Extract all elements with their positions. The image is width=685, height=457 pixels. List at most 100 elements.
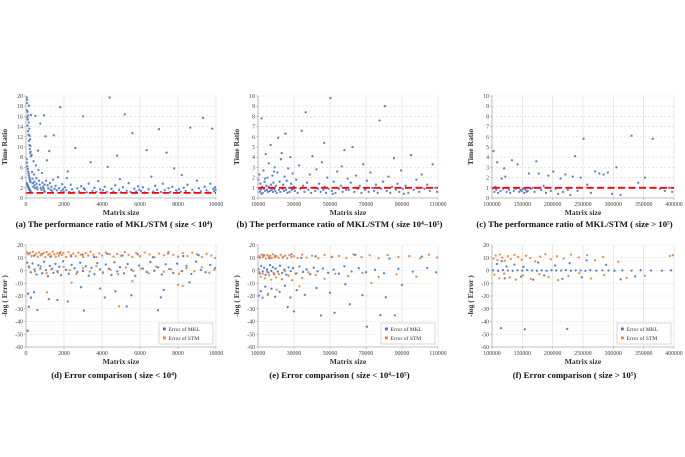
data-point: [401, 187, 405, 190]
data-point: [314, 273, 317, 277]
data-point: [32, 291, 36, 294]
data-point: [147, 188, 150, 191]
x-tick-label: 110000: [429, 351, 446, 357]
data-point: [630, 269, 633, 272]
y-tick-label: -10: [247, 281, 255, 287]
data-point: [496, 191, 500, 195]
data-point: [532, 278, 535, 281]
data-point: [37, 264, 40, 267]
data-point: [520, 258, 523, 261]
data-point: [59, 274, 63, 277]
data-point: [27, 121, 30, 124]
data-point: [284, 188, 288, 191]
data-point: [39, 186, 42, 189]
legend-label: Error of STM: [627, 335, 658, 342]
data-point: [167, 250, 170, 254]
y-tick-label: 3: [486, 165, 489, 171]
data-point: [300, 253, 304, 256]
data-point: [394, 188, 397, 191]
data-point: [272, 170, 276, 173]
data-point: [195, 253, 199, 256]
data-point: [330, 255, 333, 258]
data-point: [579, 269, 582, 272]
data-point: [277, 188, 281, 191]
data-point: [270, 287, 273, 290]
data-point: [415, 178, 418, 181]
data-point: [415, 275, 418, 278]
data-point: [185, 267, 188, 270]
data-point: [259, 256, 262, 260]
data-point: [36, 149, 40, 152]
data-point: [100, 254, 104, 257]
data-point: [314, 189, 317, 193]
data-point: [213, 186, 217, 189]
data-point: [75, 272, 78, 275]
legend-label: Error of STM: [391, 335, 422, 342]
data-point: [113, 261, 116, 264]
data-point: [593, 259, 597, 262]
data-point: [69, 183, 72, 186]
data-point: [276, 270, 279, 273]
data-point: [53, 253, 56, 256]
data-point: [88, 270, 91, 273]
data-point: [668, 254, 671, 258]
x-tick-label: 30000: [287, 202, 302, 208]
data-point: [159, 296, 163, 299]
data-point: [301, 184, 305, 187]
data-point: [337, 254, 341, 258]
x-tick-label: 350000: [635, 202, 652, 208]
caption-b: (b) The performance ratio of MKL/STM ( s…: [236, 219, 443, 229]
data-point: [147, 272, 150, 275]
data-point: [42, 260, 46, 263]
x-axis-label: Matrix size: [565, 208, 602, 217]
data-point: [531, 186, 534, 189]
x-tick-label: 4000: [96, 202, 108, 208]
data-point: [349, 181, 352, 184]
data-point: [287, 274, 290, 277]
legend-marker: [385, 336, 388, 340]
data-point: [503, 259, 506, 262]
x-tick-label: 0: [25, 351, 28, 357]
data-point: [625, 276, 628, 280]
data-point: [521, 269, 524, 272]
x-tick-label: 250000: [574, 351, 591, 357]
data-point: [193, 270, 196, 273]
data-point: [266, 176, 269, 179]
data-point: [574, 269, 577, 272]
data-point: [61, 260, 65, 263]
data-point: [101, 271, 105, 274]
data-point: [431, 163, 434, 166]
data-point: [544, 191, 548, 195]
y-tick-label: 0: [20, 269, 23, 275]
data-point: [135, 251, 138, 255]
tick-labels: 10000 30000 50000 70000 90000 110000 -60 -50 -40…: [247, 243, 446, 357]
data-point: [411, 270, 414, 273]
data-point: [265, 268, 269, 271]
data-point: [104, 263, 107, 266]
data-point: [273, 295, 277, 298]
y-tick-label: 10: [249, 256, 255, 262]
x-axis-label: Matrix size: [330, 357, 367, 366]
data-point: [172, 253, 175, 256]
x-tick-label: 8000: [172, 351, 184, 357]
data-point: [138, 255, 142, 258]
data-point: [116, 273, 120, 276]
data-point: [619, 278, 622, 281]
data-point: [60, 253, 64, 257]
data-point: [319, 314, 323, 317]
data-point: [114, 290, 117, 293]
data-point: [62, 251, 65, 255]
data-point: [336, 170, 339, 173]
data-point: [199, 190, 202, 193]
caption-a: (a) The performance ratio of MKL/STM ( s…: [15, 219, 213, 229]
data-point: [549, 189, 552, 193]
data-point: [34, 114, 37, 118]
data-point: [74, 254, 77, 258]
data-point: [48, 252, 51, 255]
y-tick-label: -10: [15, 281, 23, 287]
legend-marker: [163, 327, 166, 331]
data-point: [263, 180, 266, 183]
data-point: [289, 182, 293, 185]
data-point: [370, 281, 373, 285]
data-point: [527, 172, 531, 175]
